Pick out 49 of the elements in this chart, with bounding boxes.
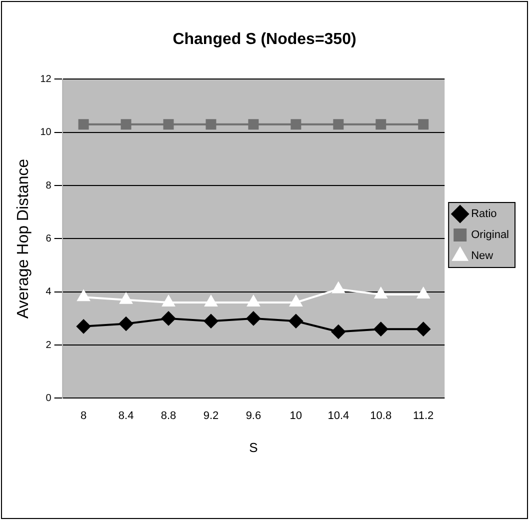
x-tick-label: 8.4: [118, 410, 134, 422]
y-tick-label: 4: [46, 286, 52, 298]
point: [418, 119, 429, 130]
point: [204, 314, 218, 328]
point: [374, 322, 388, 336]
y-tick-label: 12: [40, 74, 52, 85]
x-tick-label: 11.2: [413, 410, 434, 422]
point: [331, 324, 346, 339]
point: [417, 288, 430, 299]
legend-label: New: [471, 250, 494, 262]
point: [163, 119, 174, 130]
x-tick-label: 10.8: [370, 410, 392, 422]
point: [290, 296, 302, 306]
x-tick-label: 10.4: [328, 410, 350, 422]
point: [78, 119, 89, 130]
y-tick-label: 8: [46, 180, 52, 192]
y-tick-label: 10: [40, 127, 52, 138]
point: [119, 316, 134, 331]
x-tick-label: 9.2: [203, 410, 219, 422]
point: [246, 311, 260, 326]
point: [332, 282, 345, 294]
y-tick-label: 0: [46, 392, 52, 404]
y-tick-label: 6: [46, 233, 52, 244]
point: [288, 314, 303, 328]
point: [162, 296, 175, 306]
point: [120, 119, 132, 130]
point: [204, 296, 218, 306]
point: [416, 322, 430, 336]
point: [120, 292, 132, 304]
point: [248, 119, 259, 130]
y-tick-label: 2: [46, 340, 52, 351]
point: [76, 319, 91, 334]
point: [77, 290, 90, 302]
legend-label: Original: [471, 229, 509, 242]
point: [162, 311, 176, 326]
x-axis-title: S: [249, 440, 258, 455]
point: [290, 119, 302, 130]
chart-title: Changed S (Nodes=350): [172, 31, 356, 48]
x-tick-label: 10: [290, 410, 302, 422]
point: [374, 288, 388, 299]
point: [247, 296, 260, 306]
point: [333, 119, 344, 130]
x-tick-label: 9.6: [246, 410, 262, 422]
x-tick-label: 8: [80, 410, 87, 422]
y-axis-title: Average Hop Distance: [15, 158, 32, 319]
legend-label: Ratio: [471, 208, 497, 220]
point: [206, 119, 216, 130]
point: [376, 119, 386, 130]
x-tick-label: 8.8: [160, 410, 176, 422]
